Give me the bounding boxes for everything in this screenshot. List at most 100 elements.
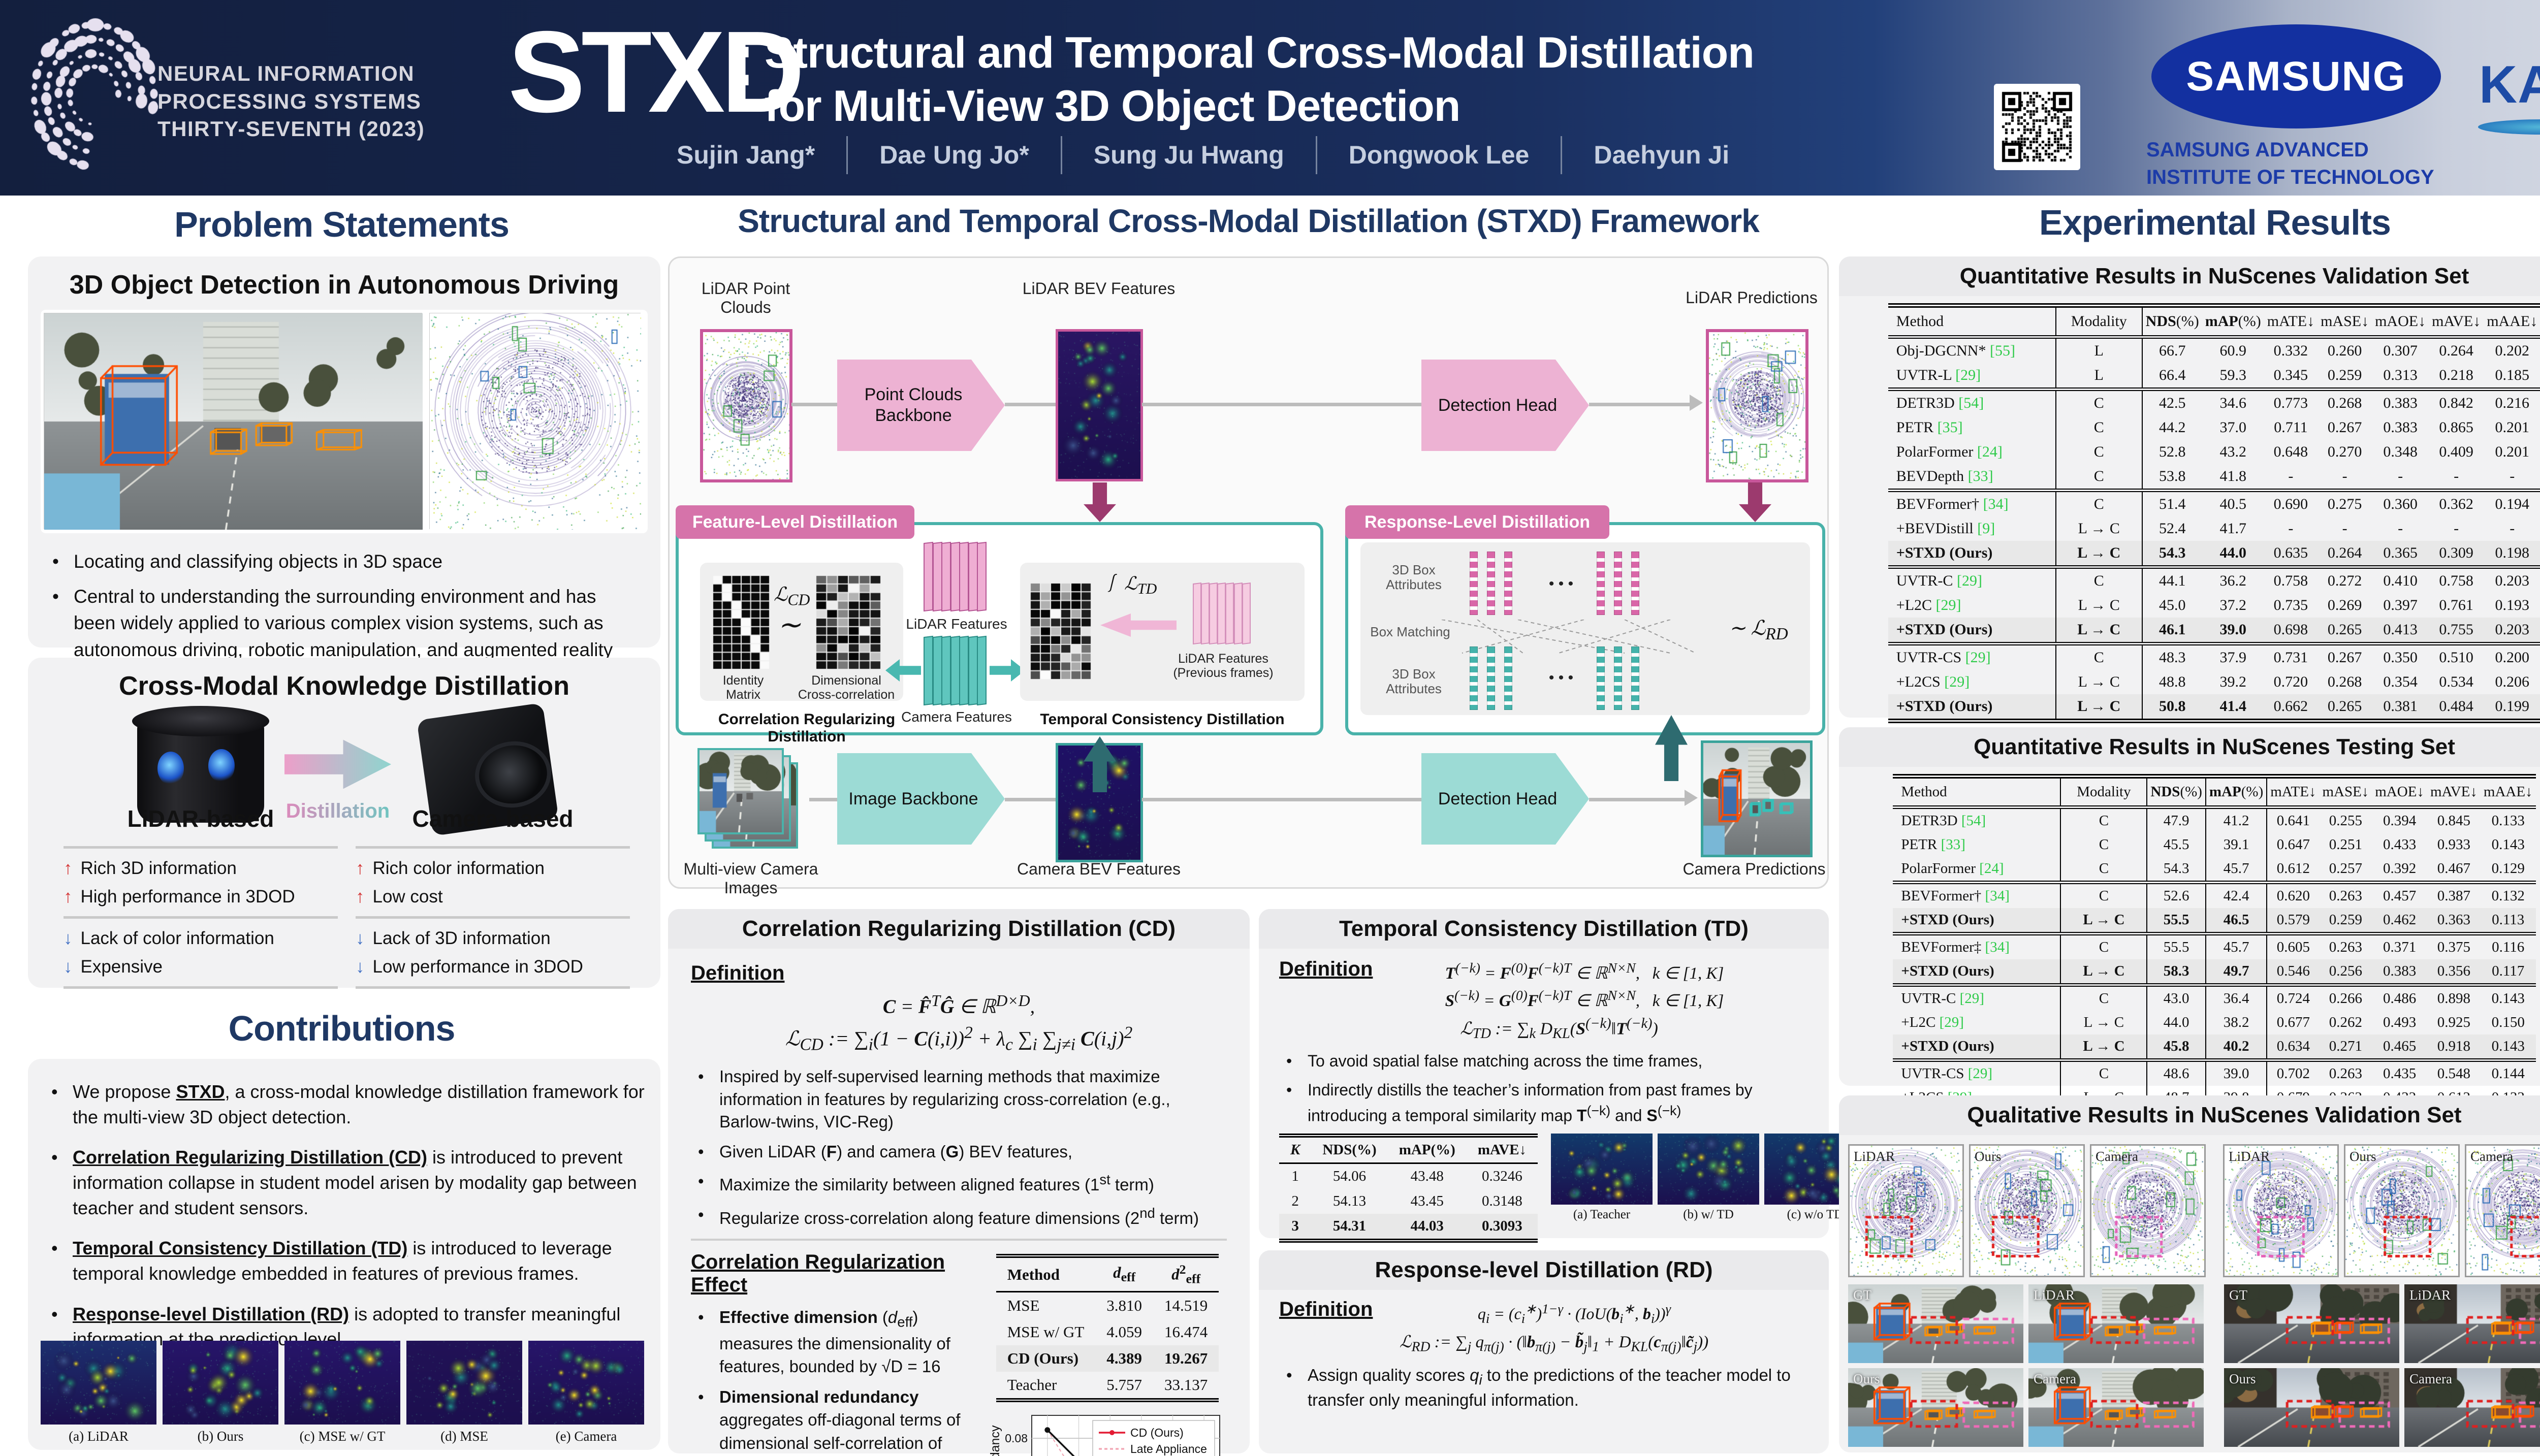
qual-photo: Camera [2028, 1368, 2204, 1447]
con-item: ↓ Low performance in 3DOD [356, 955, 630, 979]
value-cell: 45.0 [2159, 597, 2186, 613]
column-header: NDS(%) [1311, 1136, 1388, 1164]
k-cell: 2 [1291, 1193, 1299, 1210]
value-cell: 0.724 [2276, 990, 2310, 1007]
connector [1005, 798, 1056, 801]
label-identity-matrix: Identity Matrix [722, 673, 764, 702]
con-item: ↓ Lack of color information [64, 927, 338, 950]
value-cell: 0.3148 [1482, 1193, 1522, 1210]
qualitative-results-card: Qualitative Results in NuScenes Validati… [1839, 1095, 2540, 1452]
slab [950, 541, 960, 612]
table-head: Method deff d2eff [996, 1256, 1219, 1292]
cd-effect-head: Correlation Regularization Effect [691, 1251, 945, 1297]
testing-table-title: Quantitative Results in NuScenes Testing… [1839, 727, 2540, 767]
table-row: +STXD (Ours) L → C 45.8 40.2 0.634 0.271 0.465… [1893, 1034, 2536, 1060]
bev-panel-image [2466, 1146, 2540, 1276]
table-row: 3 54.31 44.03 0.3093 [1279, 1214, 1538, 1241]
slab [1233, 582, 1243, 645]
modality-cell: C [2055, 490, 2143, 516]
sait-logo-text: SAMSUNG ADVANCED INSTITUTE OF TECHNOLOGY [2146, 136, 2434, 191]
up-arrow-icon: ↑ [64, 858, 73, 878]
value-cell: 0.203 [2495, 621, 2529, 638]
value-cell: 0.375 [2437, 939, 2471, 955]
table-row: BEVFormer‡ [34] C 55.5 45.7 0.605 0.263 0.371 0… [1893, 933, 2535, 959]
table-body: DETR3D [54] C 42.5 34.6 0.773 0.268 0.383 0.842… [1888, 389, 2540, 491]
kaist-logo-text: KAIST [2479, 55, 2540, 114]
value-cell: 0.467 [2437, 860, 2471, 877]
qual-photo-label: Ours [1853, 1371, 1880, 1386]
connector [809, 798, 837, 801]
slab [977, 635, 987, 706]
method-cell: +L2C [29] [1888, 593, 2056, 618]
table-row: UVTR-C [29] C 43.0 36.4 0.724 0.266 0.486 0.898… [1893, 985, 2535, 1011]
table-body: UVTR-C [29] C 44.1 36.2 0.758 0.272 0.410 0.758… [1888, 567, 2540, 644]
feature-thumb-image [41, 1341, 156, 1425]
slab [959, 541, 969, 612]
td-thumb-caption: (a) Teacher [1573, 1208, 1631, 1222]
value-cell: 54.3 [2147, 857, 2206, 883]
slab [1242, 582, 1251, 645]
attribute-bar [1614, 646, 1622, 710]
cd-definition-head: Definition [691, 962, 785, 984]
value-cell: 46.5 [2205, 908, 2268, 934]
value-cell: 54.13 [1332, 1193, 1367, 1210]
feature-thumb-caption: (c) MSE w/ GT [299, 1429, 386, 1444]
qr-code [1994, 84, 2080, 170]
slab [932, 541, 942, 612]
td-thumb: (b) w/ TD [1657, 1134, 1759, 1243]
method-cell: BEVFormer† [34] [1893, 882, 2061, 908]
value-cell: 0.435 [2383, 1065, 2417, 1082]
value-cell: 37.0 [2219, 419, 2247, 436]
author-name: Dongwook Lee [1317, 136, 1563, 174]
value-cell: 0.548 [2437, 1065, 2471, 1082]
value-cell: 66.7 [2159, 342, 2186, 359]
k-cell: 1 [1291, 1168, 1299, 1185]
table-row: +L2CS [29] L → C 48.8 39.2 0.720 0.268 0.354 0.… [1888, 670, 2540, 694]
value-cell: 55.5 [2147, 933, 2206, 959]
label-lidar-point-clouds: LiDAR Point Clouds [701, 279, 790, 316]
value-cell: 0.845 [2437, 813, 2471, 829]
sait-line2: INSTITUTE OF TECHNOLOGY [2146, 166, 2434, 188]
bev-panel-label: Camera [2096, 1149, 2138, 1164]
value-cell: 0.755 [2439, 621, 2473, 638]
value-cell: - [2342, 468, 2347, 484]
value-cell: 0.313 [2383, 367, 2418, 383]
qual-photo-label: Camera [2034, 1371, 2076, 1386]
table-row: Teacher 5.757 33.137 [996, 1372, 1219, 1400]
value-cell: 0.397 [2383, 597, 2418, 613]
value-cell: 0.133 [2491, 813, 2525, 829]
down-arrow-icon: ↓ [64, 956, 73, 977]
modality-cell: C [2060, 807, 2148, 833]
column-header: NDS(%) [2142, 305, 2202, 338]
value-cell: 0.259 [2329, 912, 2362, 928]
value-cell: 0.129 [2491, 860, 2525, 877]
value-cell: 39.0 [2205, 1060, 2268, 1086]
td-definition-head: Definition [1279, 958, 1373, 980]
pink-attribute-bars [1597, 552, 1639, 615]
table-row: UVTR-CS [29] C 48.3 37.9 0.731 0.267 0.350 0.51… [1888, 643, 2540, 670]
pro-text: Rich color information [372, 858, 545, 878]
modality-cell: L → C [2060, 959, 2148, 985]
value-cell: - [2398, 468, 2403, 484]
value-cell: 0.925 [2437, 1014, 2471, 1030]
card2-title: Cross-Modal Knowledge Distillation [119, 671, 569, 701]
modality-cell: C [2060, 833, 2148, 857]
table-row: +BEVDistill [9] L → C 52.4 41.7 - - - - - [1888, 516, 2540, 541]
lidar-features-stack [924, 541, 987, 612]
con-text: Lack of color information [80, 928, 274, 948]
label-3d-box-attributes-pink: 3D Box Attributes [1386, 562, 1442, 593]
poster-title-line2: for Multi-View 3D Object Detection [765, 81, 1460, 131]
feature-thumb: (d) MSE [406, 1341, 522, 1444]
value-cell: 0.194 [2495, 496, 2529, 512]
value-cell: - [2398, 520, 2403, 537]
td-bullet: Indirectly distills the teacher’s inform… [1279, 1079, 1808, 1126]
value-cell: 0.360 [2383, 496, 2418, 512]
td-feature-thumbs: (a) Teacher (b) w/ TD (c) w/o TD [1550, 1134, 1866, 1243]
image-backbone-box: Image Backbone [837, 753, 1005, 845]
value-cell: 45.5 [2147, 833, 2206, 857]
value-cell: - [2288, 520, 2294, 537]
value-cell: 0.202 [2495, 342, 2529, 359]
modality-cell: C [2060, 1060, 2148, 1086]
value-cell: 0.260 [2327, 342, 2362, 359]
td-thumb: (a) Teacher [1550, 1134, 1653, 1243]
